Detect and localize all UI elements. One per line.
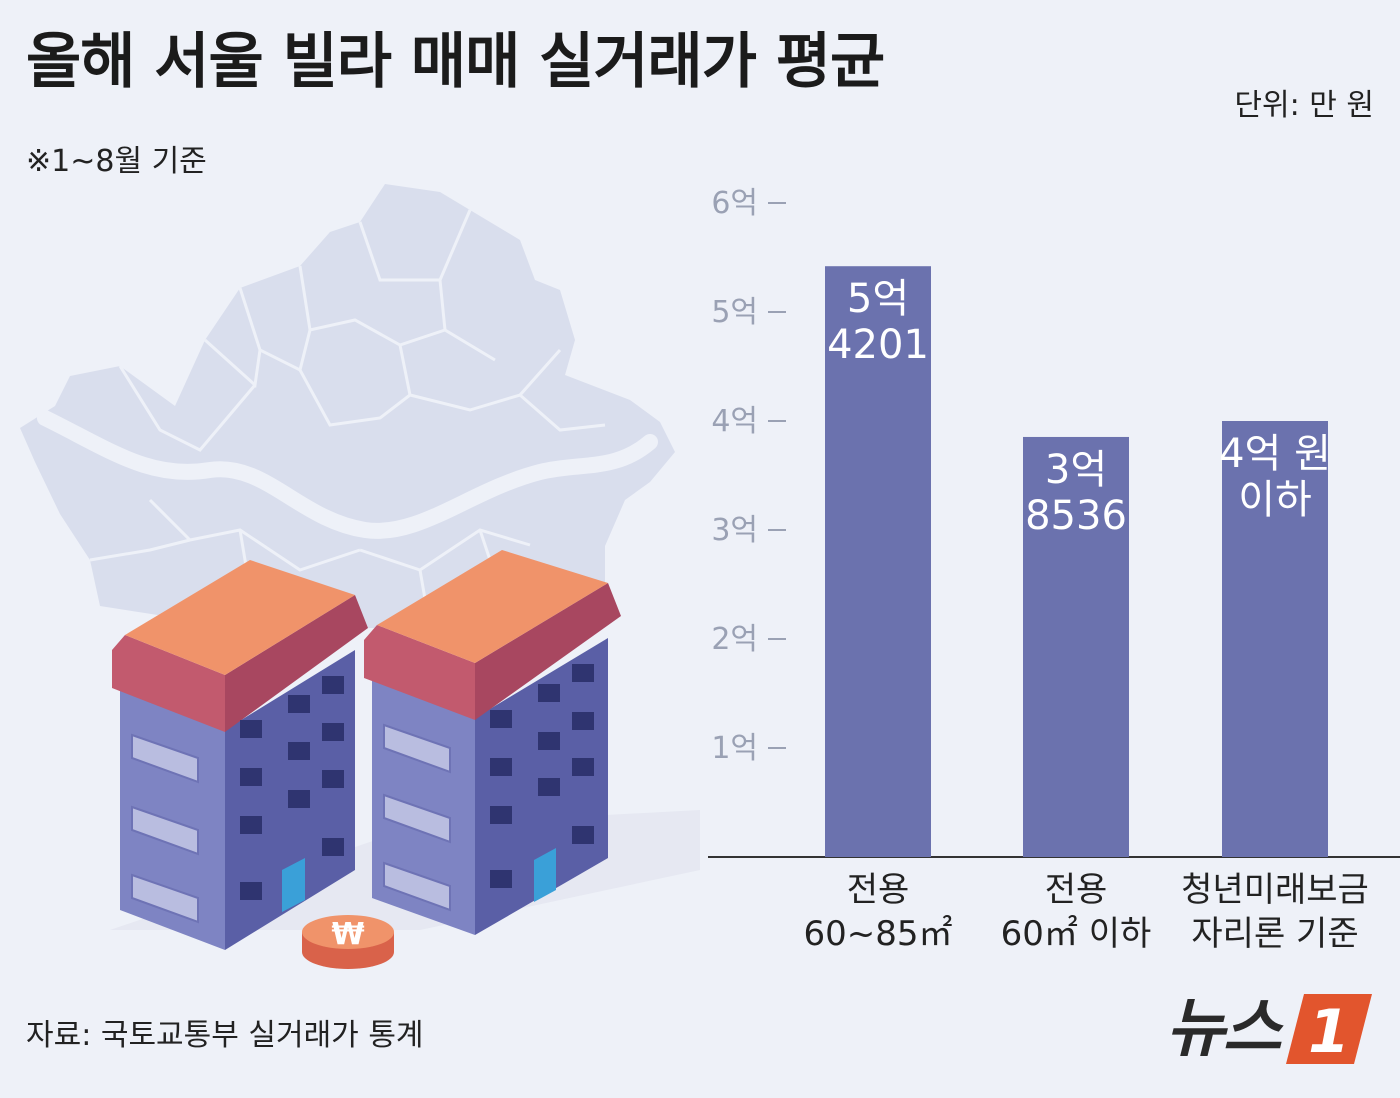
villa-building-right-icon	[364, 550, 621, 935]
y-tick-label: 3억	[711, 513, 758, 548]
category-label: 전용	[1045, 870, 1108, 910]
bar-value-label: 이하	[1238, 477, 1312, 523]
villa-building-left-icon	[112, 560, 368, 950]
unit-label: 단위: 만 원	[1234, 88, 1374, 123]
logo-number-mark: 1	[1286, 994, 1372, 1067]
bar-value-label: 4201	[827, 322, 929, 368]
bar-value-label: 5억	[847, 276, 909, 322]
category-label: 60㎡ 이하	[1001, 914, 1152, 954]
won-coin-icon: ₩	[302, 915, 394, 969]
category-label: 전용	[847, 870, 910, 910]
y-tick-label: 6억	[711, 186, 758, 221]
chart-title: 올해 서울 빌라 매매 실거래가 평균	[26, 27, 885, 97]
bar-value-label: 3억	[1045, 447, 1107, 493]
bar	[825, 266, 931, 857]
logo-number: 1	[1308, 997, 1350, 1067]
category-label: 60~85㎡	[803, 914, 952, 954]
seoul-map-icon	[20, 184, 675, 629]
y-tick-label: 2억	[711, 622, 758, 657]
category-label: 청년미래보금	[1181, 870, 1369, 910]
bar-value-label: 8536	[1025, 493, 1127, 539]
source-note: 자료: 국토교통부 실거래가 통계	[26, 1018, 424, 1053]
logo-text: 뉴스	[1166, 992, 1282, 1066]
y-tick-label: 4억	[711, 404, 758, 439]
seoul-villa-illustration: ₩	[20, 184, 700, 969]
y-tick-label: 1억	[711, 731, 758, 766]
won-symbol: ₩	[331, 917, 364, 952]
y-tick-label: 5억	[711, 295, 758, 330]
bar	[1023, 436, 1129, 857]
bar-value-label: 4억 원	[1219, 431, 1331, 477]
category-label: 자리론 기준	[1191, 914, 1358, 954]
news1-logo: 뉴스 1	[1166, 986, 1376, 1072]
bar	[1222, 421, 1328, 857]
period-note: ※1~8월 기준	[26, 144, 207, 179]
